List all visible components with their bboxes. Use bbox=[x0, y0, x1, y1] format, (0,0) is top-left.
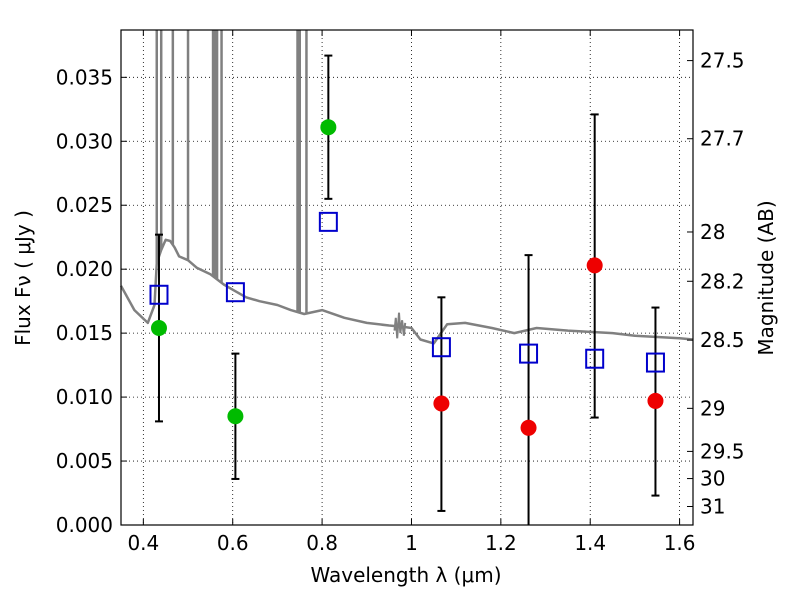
tick-group: 0.4 0.6 0.8 1 1.2 1.4 1.6 0.000 0.005 0.010 0.015 0… bbox=[56, 30, 745, 555]
x-axis-label: Wavelength λ (μm) bbox=[310, 563, 501, 587]
data-point-circle bbox=[320, 119, 337, 136]
y-axis-label: Flux Fν ( μJy ) bbox=[11, 210, 35, 346]
y-tick-label: 0.025 bbox=[56, 193, 113, 217]
data-point-circle bbox=[227, 408, 244, 425]
data-point-square bbox=[318, 211, 338, 232]
x-tick-label: 0.6 bbox=[217, 531, 249, 555]
y2-tick-label: 28 bbox=[700, 220, 725, 244]
x-tick-label: 1.2 bbox=[485, 531, 517, 555]
y-tick-label: 0.000 bbox=[56, 513, 113, 537]
errorbar-group bbox=[154, 54, 660, 525]
y2-tick-label: 30 bbox=[700, 467, 725, 491]
plot-frame bbox=[120, 29, 694, 526]
y2-tick-label: 28.5 bbox=[700, 328, 745, 352]
data-point-circle bbox=[433, 395, 450, 412]
data-point-square bbox=[149, 284, 169, 305]
y2-tick-label: 29.5 bbox=[700, 439, 745, 463]
data-point-circle bbox=[150, 320, 167, 337]
y-tick-label: 0.005 bbox=[56, 449, 113, 473]
y2-tick-label: 27.7 bbox=[700, 127, 745, 151]
model-spectrum-line bbox=[119, 238, 694, 345]
model-spectrum-group bbox=[119, 30, 694, 345]
y2-tick-label: 27.5 bbox=[700, 49, 745, 73]
y2-tick-label: 28.2 bbox=[700, 269, 745, 293]
x-tick-label: 0.4 bbox=[127, 531, 159, 555]
data-point-square bbox=[431, 337, 451, 358]
data-point-square bbox=[585, 348, 605, 369]
x-tick-label: 1.4 bbox=[574, 531, 606, 555]
y2-tick-label: 31 bbox=[700, 495, 725, 519]
x-tick-label: 0.8 bbox=[306, 531, 338, 555]
y-tick-label: 0.010 bbox=[56, 385, 113, 409]
data-point-circle bbox=[586, 257, 603, 274]
grid bbox=[121, 30, 693, 525]
y-tick-label: 0.020 bbox=[56, 257, 113, 281]
data-point-square bbox=[225, 282, 245, 303]
y2-tick-label: 29 bbox=[700, 396, 725, 420]
data-point-square bbox=[645, 352, 665, 373]
y2-axis-label: Magnitude (AB) bbox=[754, 200, 778, 355]
x-tick-label: 1 bbox=[405, 531, 418, 555]
model-noise-feature bbox=[393, 312, 407, 339]
data-point-circle bbox=[520, 419, 537, 436]
y-tick-label: 0.035 bbox=[56, 65, 113, 89]
x-tick-label: 1.6 bbox=[664, 531, 696, 555]
data-point-square bbox=[519, 343, 539, 364]
y-tick-label: 0.030 bbox=[56, 129, 113, 153]
y-tick-label: 0.015 bbox=[56, 321, 113, 345]
data-point-circle bbox=[647, 392, 664, 409]
marker-group bbox=[149, 119, 665, 436]
